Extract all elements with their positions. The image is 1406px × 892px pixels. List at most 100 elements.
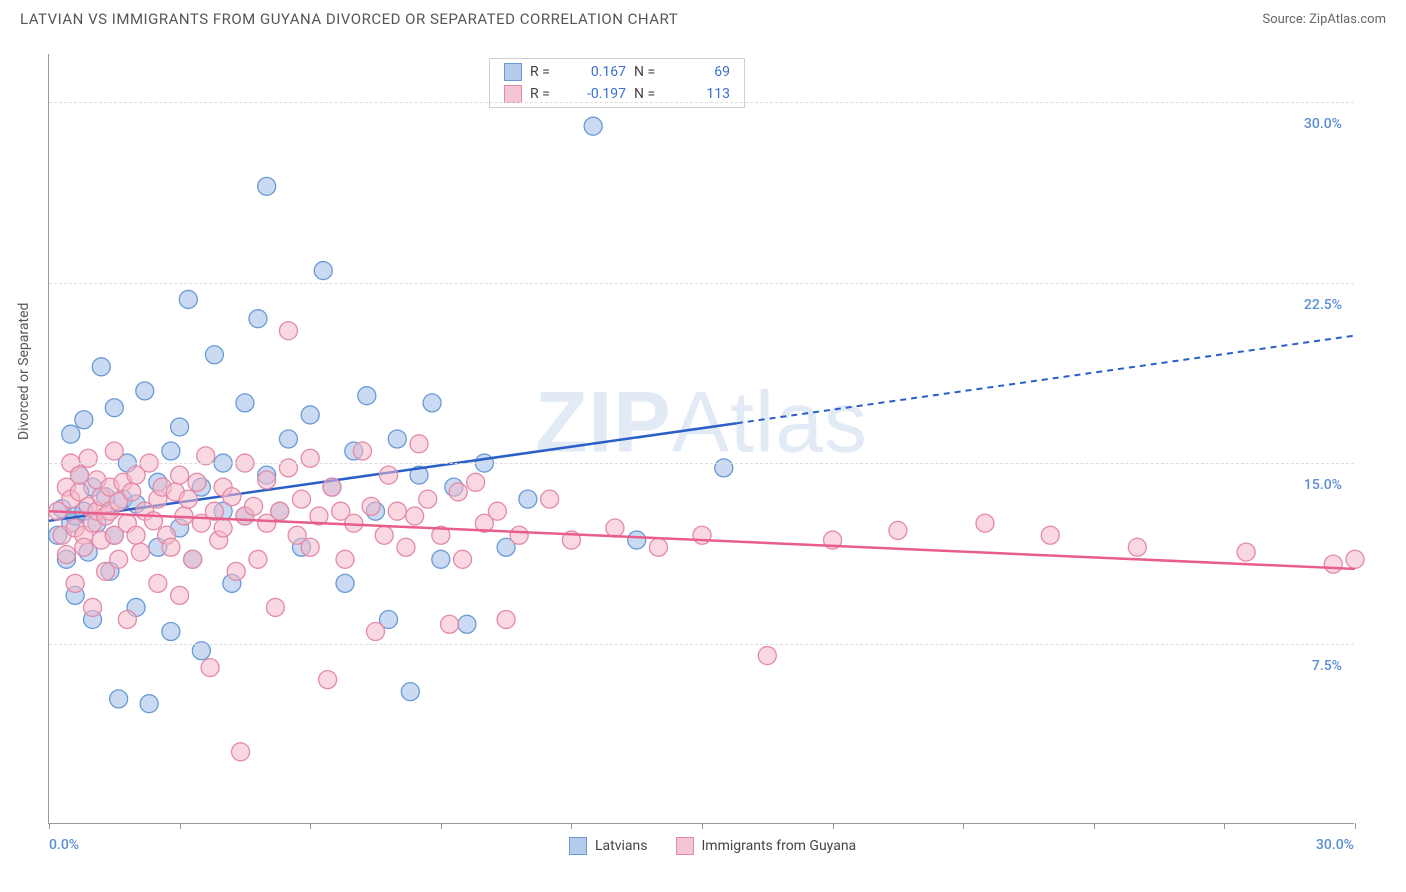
scatter-point [758,647,776,665]
scatter-point [162,538,180,556]
legend-item-latvians: Latvians [569,837,648,855]
scatter-point [57,546,75,564]
scatter-point [110,550,128,568]
scatter-point [162,442,180,460]
scatter-point [380,466,398,484]
scatter-point [362,497,380,515]
scatter-point [889,521,907,539]
scatter-point [279,459,297,477]
scatter-point [606,519,624,537]
chart-title: LATVIAN VS IMMIGRANTS FROM GUYANA DIVORC… [20,10,678,28]
x-tick [833,823,834,829]
n-label: N = [634,64,668,80]
scatter-point [488,502,506,520]
gridline [49,463,1354,464]
legend-label-latvians: Latvians [595,838,648,854]
x-tick [1224,823,1225,829]
scatter-point [449,483,467,501]
scatter-point [105,442,123,460]
scatter-point [301,538,319,556]
x-tick [180,823,181,829]
x-tick [963,823,964,829]
scatter-point [497,610,515,628]
scatter-point [131,543,149,561]
gridline [49,102,1354,103]
source-attribution: Source: ZipAtlas.com [1262,12,1386,27]
x-tick [1094,823,1095,829]
r-value-guyana: -0.197 [572,86,626,102]
legend-row-latvians: R = 0.167 N = 69 [490,61,744,83]
scatter-point [171,418,189,436]
scatter-point [205,346,223,364]
scatter-point [375,526,393,544]
legend-label-guyana: Immigrants from Guyana [702,838,857,854]
scatter-point [441,615,459,633]
scatter-point [179,490,197,508]
source-prefix: Source: [1262,12,1309,27]
scatter-point [184,550,202,568]
r-value-latvians: 0.167 [572,64,626,80]
scatter-point [467,473,485,491]
source-link[interactable]: ZipAtlas.com [1309,12,1386,27]
series-legend: Latvians Immigrants from Guyana [569,837,856,855]
scatter-point [105,399,123,417]
scatter-point [410,435,428,453]
x-tick [441,823,442,829]
scatter-point [454,550,472,568]
chart-plot-area: ZIPAtlas R = 0.167 N = 69 R = -0.197 N =… [48,54,1354,824]
scatter-point [118,610,136,628]
scatter-point [628,531,646,549]
scatter-point [367,623,385,641]
x-tick [702,823,703,829]
x-tick [1355,823,1356,829]
r-label: R = [530,64,564,80]
gridline [49,644,1354,645]
scatter-point [249,550,267,568]
scatter-point [123,483,141,501]
scatter-point [323,478,341,496]
scatter-point [358,387,376,405]
scatter-point [171,466,189,484]
scatter-point [1237,543,1255,561]
n-value-guyana: 113 [676,86,730,102]
scatter-point [79,449,97,467]
scatter-point [584,117,602,135]
y-tick-label: 30.0% [1304,116,1342,132]
scatter-point [223,488,241,506]
scatter-point [458,615,476,633]
scatter-point [70,466,88,484]
y-tick-label: 15.0% [1304,477,1342,493]
x-tick [571,823,572,829]
scatter-point [62,425,80,443]
scatter-point [976,514,994,532]
scatter-point [388,502,406,520]
scatter-point [419,490,437,508]
swatch-blue-icon [569,837,587,855]
scatter-point [127,526,145,544]
scatter-point [110,690,128,708]
scatter-point [401,683,419,701]
scatter-point [66,574,84,592]
scatter-point [179,290,197,308]
scatter-point [510,526,528,544]
scatter-point [84,598,102,616]
gridline [49,283,1354,284]
y-tick-label: 7.5% [1312,658,1342,674]
scatter-point [541,490,559,508]
trend-line [49,511,1355,569]
scatter-point [149,574,167,592]
scatter-point [314,262,332,280]
scatter-point [227,562,245,580]
scatter-point [423,394,441,412]
scatter-point [1324,555,1342,573]
x-tick [310,823,311,829]
scatter-point [162,623,180,641]
correlation-legend: R = 0.167 N = 69 R = -0.197 N = 113 [489,58,745,108]
scatter-point [301,449,319,467]
scatter-point [75,411,93,429]
r-label: R = [530,86,564,102]
scatter-point [336,574,354,592]
scatter-point [1128,538,1146,556]
y-axis-label: Divorced or Separated [16,303,32,440]
scatter-point [92,358,110,376]
